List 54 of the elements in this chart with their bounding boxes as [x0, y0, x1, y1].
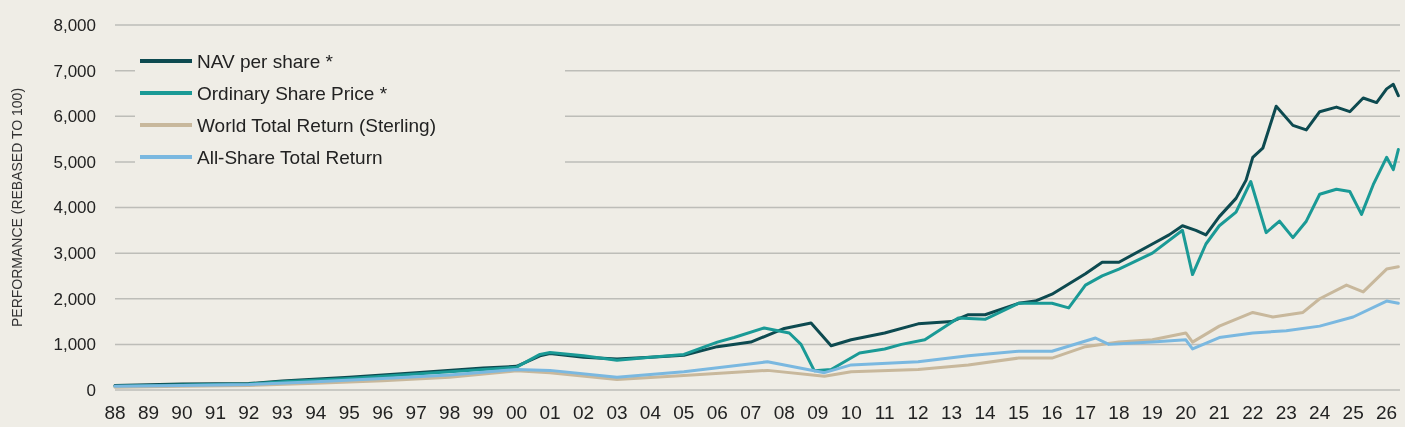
y-tick-label: 6,000: [53, 107, 96, 127]
x-tick-label: 02: [572, 402, 595, 423]
x-tick-label: 25: [1342, 402, 1364, 423]
legend-label: World Total Return (Sterling): [197, 114, 437, 136]
x-tick-label: 98: [439, 402, 461, 423]
y-tick-label: 1,000: [53, 335, 96, 355]
legend-label: Ordinary Share Price *: [197, 82, 388, 104]
x-tick-label: 96: [372, 402, 394, 423]
x-tick-label: 14: [974, 402, 997, 423]
x-tick-label: 97: [405, 402, 427, 423]
x-tick-label: 99: [472, 402, 494, 423]
x-tick-label: 17: [1074, 402, 1097, 423]
x-tick-label: 23: [1275, 402, 1297, 423]
x-tick-label: 15: [1007, 402, 1030, 423]
x-tick-label: 22: [1242, 402, 1264, 423]
y-tick-label: 8,000: [53, 15, 96, 35]
y-tick-label: 7,000: [53, 61, 96, 81]
y-tick-label: 0: [86, 380, 96, 400]
x-tick-label: 21: [1208, 402, 1230, 423]
x-tick-label: 03: [606, 402, 628, 423]
x-tick-label: 20: [1175, 402, 1197, 423]
x-tick-label: 04: [639, 402, 662, 423]
legend-label: All-Share Total Return: [197, 146, 383, 168]
x-tick-label: 06: [706, 402, 728, 423]
x-tick-label: 09: [807, 402, 829, 423]
line-series: [113, 299, 1400, 388]
x-tick-label: 12: [907, 402, 929, 423]
y-tick-label: 2,000: [53, 289, 96, 309]
x-tick-label: 93: [271, 402, 293, 423]
x-tick-label: 94: [305, 402, 327, 423]
x-tick-label: 11: [874, 402, 895, 423]
x-tick-label: 13: [941, 402, 963, 423]
x-tick-label: 07: [740, 402, 762, 423]
x-tick-label: 19: [1141, 402, 1163, 423]
x-tick-label: 24: [1309, 402, 1331, 423]
y-tick-label: 4,000: [53, 198, 96, 218]
x-tick-label: 92: [238, 402, 260, 423]
x-tick-label: 88: [104, 402, 126, 423]
x-tick-label: 01: [539, 402, 561, 423]
x-tick-label: 10: [840, 402, 862, 423]
x-tick-label: 26: [1376, 402, 1398, 423]
x-tick-label: 08: [773, 402, 795, 423]
x-tick-label: 89: [137, 402, 160, 423]
x-tick-label: 05: [673, 402, 695, 423]
x-tick-label: 16: [1041, 402, 1063, 423]
x-tick-label: 18: [1108, 402, 1130, 423]
legend-label: NAV per share *: [197, 50, 334, 72]
y-tick-label: 5,000: [53, 152, 96, 172]
x-tick-label: 00: [505, 402, 528, 423]
x-tick-label: 90: [171, 402, 193, 423]
x-tick-label: 91: [204, 402, 226, 423]
x-tick-label: 95: [338, 402, 360, 423]
y-axis-title: PERFORMANCE (REBASED TO 100): [9, 87, 25, 328]
y-tick-label: 3,000: [53, 244, 96, 264]
